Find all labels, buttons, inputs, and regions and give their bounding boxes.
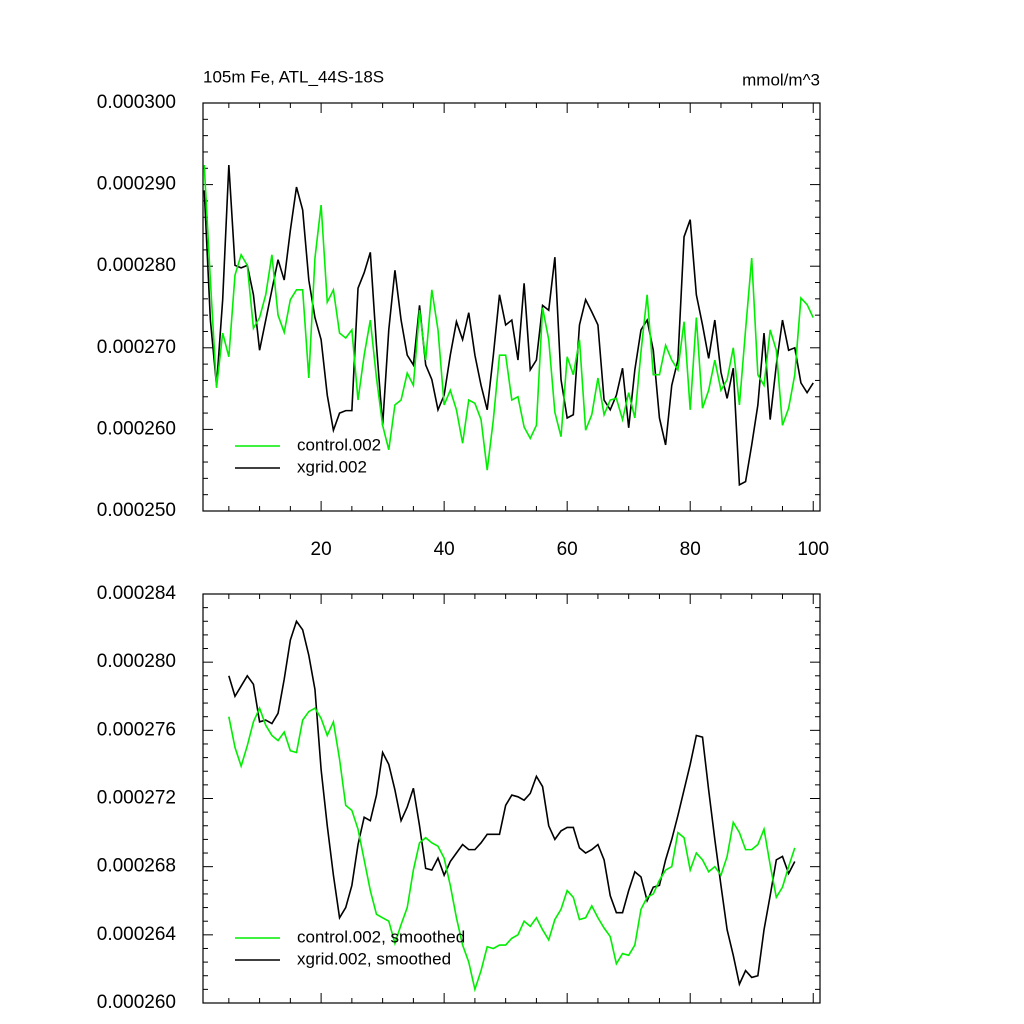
series-line <box>203 164 814 471</box>
y-tick-label: 0.000290 <box>97 174 176 195</box>
legend-label: control.002 <box>297 435 381 454</box>
y-tick-label: 0.000260 <box>97 418 176 439</box>
y-tick-label: 0.000250 <box>97 500 176 521</box>
plot-frame <box>202 593 821 1004</box>
y-tick-label: 0.000264 <box>97 924 177 945</box>
legend-label: xgrid.002, smoothed <box>297 949 451 968</box>
x-tick-label: 20 <box>311 539 332 560</box>
x-tick-label: 40 <box>434 539 455 560</box>
series-line <box>203 164 814 487</box>
x-tick-label: 80 <box>680 539 701 560</box>
x-tick-label: 100 <box>797 539 829 560</box>
y-tick-label: 0.000268 <box>97 856 176 877</box>
y-tick-label: 0.000260 <box>97 992 176 1013</box>
legend-label: xgrid.002 <box>297 457 367 476</box>
plot-frame <box>202 102 821 512</box>
y-tick-label: 0.000270 <box>97 337 176 358</box>
y-tick-label: 0.000280 <box>97 255 176 276</box>
units-label: mmol/m^3 <box>742 70 820 89</box>
y-tick-label: 0.000284 <box>97 583 177 604</box>
series-line <box>228 619 796 987</box>
legend-label: control.002, smoothed <box>297 927 465 946</box>
y-tick-label: 0.000272 <box>97 788 176 809</box>
series-line <box>228 706 796 993</box>
y-tick-label: 0.000300 <box>97 92 176 113</box>
x-tick-label: 60 <box>557 539 578 560</box>
y-tick-label: 0.000280 <box>97 651 176 672</box>
chart-title: 105m Fe, ATL_44S-18S <box>203 67 384 86</box>
y-tick-label: 0.000276 <box>97 719 176 740</box>
